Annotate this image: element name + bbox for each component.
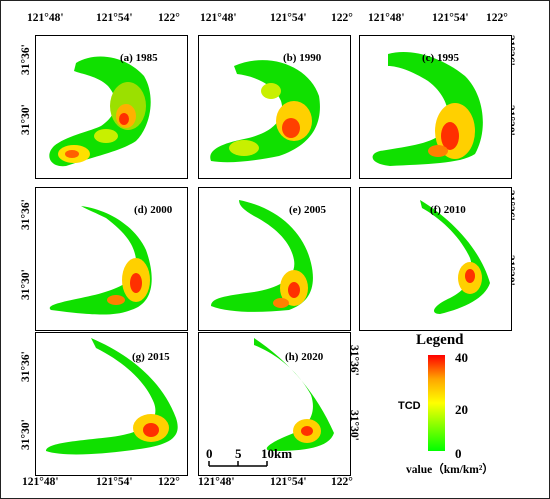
lon-label-bottom-h-1: 121°48' [198,476,235,488]
map-panel-2005: (e) 2005 [198,187,351,331]
map-panel-2020: (h) 2020 0 5 10km [198,332,351,476]
lon-label-top-a-2: 121°54' [96,12,133,24]
panel-label-2020: (h) 2020 [285,351,324,363]
panel-label-1985: (a) 1985 [120,52,158,64]
lat-label-left-row2-2: 31°30' [20,269,32,300]
lon-label-top-a-1: 121°48' [27,12,64,24]
lat-label-left-row3-2: 31°30' [20,419,32,450]
legend-title: Legend [416,332,464,348]
map-panel-1985: (a) 1985 [35,35,188,179]
lon-label-top-a-3: 122° [158,12,180,24]
panel-label-2010: (f) 2010 [430,204,466,216]
map-panel-2000: (d) 2000 [35,187,188,331]
scale-label-10km: 10km [261,446,293,461]
map-panel-2010: (f) 2010 [359,187,512,331]
panel-label-2015: (g) 2015 [132,351,170,363]
lat-label-left-row2-1: 31°36' [20,199,32,230]
legend-min: 0 [455,446,462,461]
lon-label-top-c-1: 121°48' [368,12,405,24]
lon-label-bottom-h-2: 121°54' [270,476,307,488]
lon-label-top-b-3: 122° [331,12,353,24]
lon-label-top-b-2: 121°54' [270,12,307,24]
legend-max: 40 [455,350,468,365]
lon-label-bottom-g-2: 121°54' [96,476,133,488]
lon-label-top-c-2: 121°54' [432,12,469,24]
lat-label-left-row1-2: 31°30' [20,104,32,135]
panel-label-2000: (d) 2000 [134,204,173,216]
lon-label-bottom-g-3: 122° [158,476,180,488]
panel-label-2005: (e) 2005 [289,204,326,216]
scale-label-0: 0 [206,446,213,461]
legend-mid: 20 [455,402,468,417]
panel-label-1995: (c) 1995 [422,52,459,64]
lon-label-bottom-h-3: 122° [331,476,353,488]
scale-label-5: 5 [235,446,242,461]
lat-label-left-row3-1: 31°36' [20,351,32,382]
legend-variable: TCD [398,400,421,412]
lon-label-top-b-1: 121°48' [200,12,237,24]
lon-label-top-c-3: 122° [486,12,508,24]
map-panel-1995: (c) 1995 [359,35,512,179]
legend-colorbar [428,355,445,451]
lat-label-left-row1-1: 31°36' [20,44,32,75]
panel-label-1990: (b) 1990 [283,52,322,64]
lon-label-bottom-g-1: 121°48' [22,476,59,488]
map-panel-1990: (b) 1990 [198,35,351,179]
legend-unit: value（km/km²） [406,464,494,476]
map-panel-2015: (g) 2015 [35,332,188,476]
